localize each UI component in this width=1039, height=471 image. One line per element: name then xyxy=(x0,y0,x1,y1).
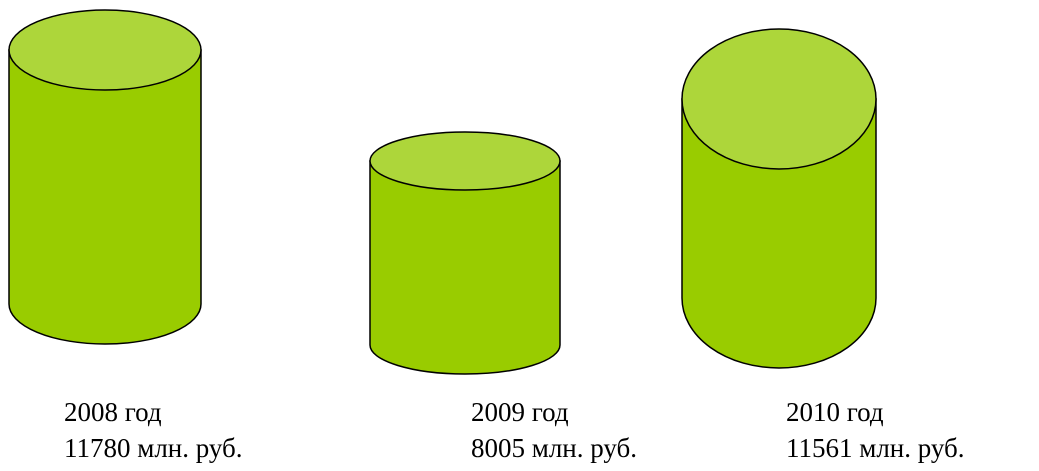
label-group-2010: 2010 год 11561 млн. руб. xyxy=(786,394,965,466)
label-group-2009: 2009 год 8005 млн. руб. xyxy=(471,394,637,466)
cylinder-2008 xyxy=(8,9,202,345)
cylinder-top xyxy=(369,131,561,191)
cylinder-2009 xyxy=(369,131,561,375)
cylinder-top xyxy=(8,9,202,91)
cylinder-body xyxy=(8,49,202,345)
value-label: 11780 млн. руб. xyxy=(64,433,243,463)
value-label: 8005 млн. руб. xyxy=(471,433,638,463)
cylinder-2010 xyxy=(681,28,877,369)
cylinder-body xyxy=(681,98,877,369)
category-label: 2008 год xyxy=(64,397,162,427)
cylinder-top xyxy=(681,28,877,170)
cylinder-body xyxy=(369,160,561,375)
category-label: 2009 год xyxy=(471,397,569,427)
label-group-2008: 2008 год 11780 млн. руб. xyxy=(64,394,243,466)
value-label: 11561 млн. руб. xyxy=(786,433,965,463)
category-label: 2010 год xyxy=(786,397,884,427)
